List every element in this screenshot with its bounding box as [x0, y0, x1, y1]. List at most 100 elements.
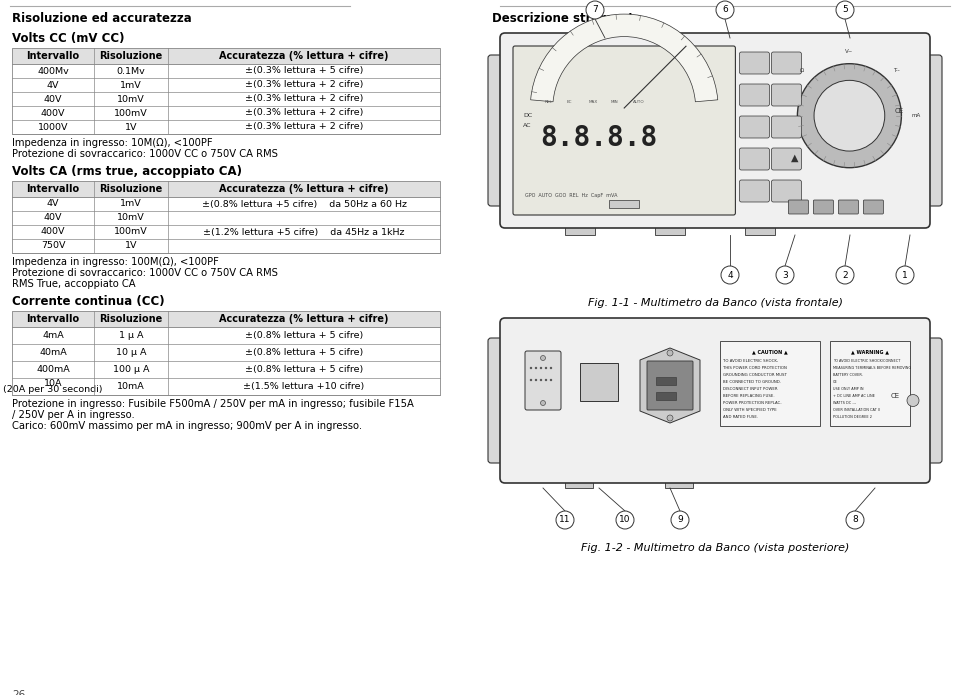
- Text: CE: CE: [833, 380, 838, 384]
- Text: ±(0.3% lettura + 2 cifre): ±(0.3% lettura + 2 cifre): [245, 108, 363, 117]
- Bar: [94, 239, 168, 253]
- Bar: [665, 478, 693, 488]
- Text: 400Mv: 400Mv: [37, 67, 69, 76]
- Text: THIS POWER CORD PROTECTION: THIS POWER CORD PROTECTION: [723, 366, 787, 370]
- Text: 10mV: 10mV: [117, 213, 145, 222]
- Text: Protezione di sovraccarico: 1000V CC o 750V CA RMS: Protezione di sovraccarico: 1000V CC o 7…: [12, 149, 277, 159]
- Text: Risoluzione ed accuratezza: Risoluzione ed accuratezza: [12, 12, 192, 25]
- FancyBboxPatch shape: [788, 200, 808, 214]
- Bar: [12, 48, 440, 134]
- FancyBboxPatch shape: [772, 148, 802, 170]
- Text: Risoluzione: Risoluzione: [100, 314, 162, 324]
- Text: (20A per 30 secondi): (20A per 30 secondi): [3, 386, 103, 395]
- Text: 100mV: 100mV: [114, 108, 148, 117]
- FancyBboxPatch shape: [739, 116, 769, 138]
- Text: BE CONNECTED TO GROUND.: BE CONNECTED TO GROUND.: [723, 380, 781, 384]
- Text: mA: mA: [912, 113, 921, 118]
- Bar: [168, 106, 440, 120]
- Circle shape: [556, 511, 574, 529]
- Text: MEASURING TERMINALS BEFORE REMOVING: MEASURING TERMINALS BEFORE REMOVING: [833, 366, 911, 370]
- Text: GROUNDING CONDUCTOR MUST: GROUNDING CONDUCTOR MUST: [723, 373, 787, 377]
- Bar: [94, 225, 168, 239]
- FancyBboxPatch shape: [813, 200, 833, 214]
- Text: Ω: Ω: [800, 68, 804, 73]
- Text: 1000V: 1000V: [37, 122, 68, 131]
- Text: 1 μ A: 1 μ A: [119, 331, 143, 340]
- Bar: [12, 311, 440, 327]
- Text: ±(0.8% lettura + 5 cifre): ±(0.8% lettura + 5 cifre): [245, 331, 363, 340]
- Text: Intervallo: Intervallo: [27, 51, 80, 61]
- Text: RMS True, accoppiato CA: RMS True, accoppiato CA: [12, 279, 135, 289]
- FancyBboxPatch shape: [488, 55, 508, 206]
- Circle shape: [535, 379, 538, 381]
- Bar: [168, 239, 440, 253]
- Text: ±(0.8% lettura +5 cifre)    da 50Hz a 60 Hz: ±(0.8% lettura +5 cifre) da 50Hz a 60 Hz: [202, 199, 406, 208]
- Text: 4: 4: [727, 270, 732, 279]
- Text: 4V: 4V: [47, 199, 60, 208]
- FancyBboxPatch shape: [772, 180, 802, 202]
- Bar: [12, 311, 440, 395]
- FancyBboxPatch shape: [772, 116, 802, 138]
- Text: 5: 5: [842, 6, 848, 15]
- Text: DC: DC: [523, 113, 532, 118]
- Text: Fig. 1-2 - Multimetro da Banco (vista posteriore): Fig. 1-2 - Multimetro da Banco (vista po…: [581, 543, 850, 553]
- FancyBboxPatch shape: [739, 180, 769, 202]
- Text: V~: V~: [845, 49, 853, 54]
- Bar: [12, 78, 94, 92]
- Bar: [12, 181, 440, 197]
- Text: 4V: 4V: [47, 81, 60, 90]
- Text: Impedenza in ingresso: 10M(Ω), <100PF: Impedenza in ingresso: 10M(Ω), <100PF: [12, 138, 212, 148]
- Bar: [168, 197, 440, 211]
- Text: MAX: MAX: [589, 100, 598, 104]
- Circle shape: [544, 367, 547, 369]
- Text: 100mV: 100mV: [114, 227, 148, 236]
- Text: ONLY WITH SPECIFIED TYPE: ONLY WITH SPECIFIED TYPE: [723, 408, 777, 412]
- Text: 40V: 40V: [44, 213, 62, 222]
- Bar: [168, 92, 440, 106]
- Text: 3: 3: [782, 270, 788, 279]
- Circle shape: [530, 367, 532, 369]
- Text: T--: T--: [894, 68, 900, 73]
- Text: 1mV: 1mV: [120, 81, 142, 90]
- Text: 40mA: 40mA: [39, 348, 67, 357]
- Bar: [168, 120, 440, 134]
- Text: 10mA: 10mA: [117, 382, 145, 391]
- Text: 10A: 10A: [44, 379, 62, 388]
- Circle shape: [814, 81, 885, 151]
- Text: ±(1.5% lettura +10 cifre): ±(1.5% lettura +10 cifre): [244, 382, 365, 391]
- Polygon shape: [640, 348, 700, 423]
- Text: ±(0.3% lettura + 2 cifre): ±(0.3% lettura + 2 cifre): [245, 81, 363, 90]
- Text: Accuratezza (% lettura + cifre): Accuratezza (% lettura + cifre): [219, 184, 389, 194]
- Text: Risoluzione: Risoluzione: [100, 184, 162, 194]
- Text: Accuratezza (% lettura + cifre): Accuratezza (% lettura + cifre): [219, 51, 389, 61]
- Text: EC: EC: [567, 100, 572, 104]
- Bar: [168, 378, 440, 395]
- Text: 11: 11: [560, 516, 571, 525]
- Text: 0.1Mv: 0.1Mv: [116, 67, 145, 76]
- Circle shape: [896, 266, 914, 284]
- FancyBboxPatch shape: [488, 338, 508, 463]
- Bar: [12, 92, 94, 106]
- Circle shape: [550, 379, 552, 381]
- FancyBboxPatch shape: [772, 52, 802, 74]
- Text: 1mV: 1mV: [120, 199, 142, 208]
- FancyBboxPatch shape: [922, 55, 942, 206]
- Text: 10mV: 10mV: [117, 95, 145, 104]
- Bar: [12, 197, 94, 211]
- Text: Carico: 600mV massimo per mA in ingresso; 900mV per A in ingresso.: Carico: 600mV massimo per mA in ingresso…: [12, 421, 362, 431]
- Text: Volts CC (mV CC): Volts CC (mV CC): [12, 32, 125, 45]
- Circle shape: [776, 266, 794, 284]
- Text: + DC LINE AMP AC LINE: + DC LINE AMP AC LINE: [833, 394, 875, 398]
- Text: POWER PROTECTION REPLAC-: POWER PROTECTION REPLAC-: [723, 401, 781, 405]
- Bar: [656, 392, 676, 400]
- Text: ±(0.3% lettura + 2 cifre): ±(0.3% lettura + 2 cifre): [245, 122, 363, 131]
- Text: Fig. 1-1 - Multimetro da Banco (vista frontale): Fig. 1-1 - Multimetro da Banco (vista fr…: [588, 298, 843, 308]
- Text: BATTERY COVER.: BATTERY COVER.: [833, 373, 863, 377]
- Circle shape: [550, 367, 552, 369]
- Text: AUTO: AUTO: [633, 100, 644, 104]
- Circle shape: [798, 64, 901, 167]
- Text: 2: 2: [842, 270, 848, 279]
- Text: Intervallo: Intervallo: [27, 314, 80, 324]
- Text: Protezione in ingresso: Fusibile F500mA / 250V per mA in ingresso; fusibile F15A: Protezione in ingresso: Fusibile F500mA …: [12, 399, 414, 409]
- Circle shape: [836, 266, 854, 284]
